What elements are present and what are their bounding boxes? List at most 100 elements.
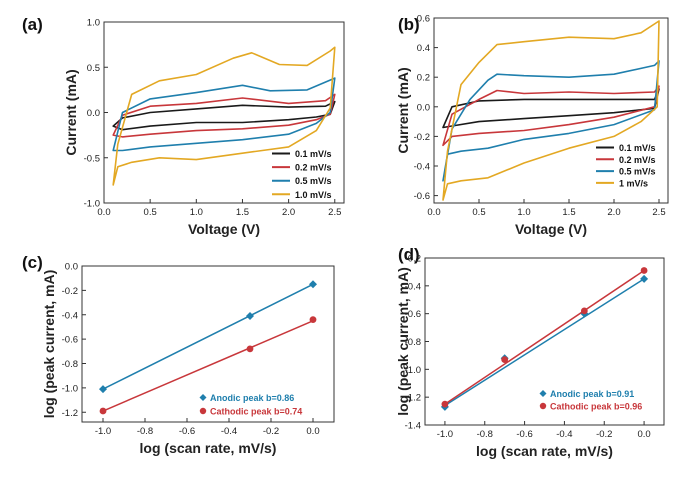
- x-tick-label: -1.0: [95, 426, 111, 437]
- cv-curve: [112, 77, 336, 152]
- x-axis-title: Voltage (V): [188, 221, 260, 237]
- fit-line: [102, 283, 314, 390]
- legend-label: 1 mV/s: [619, 178, 648, 188]
- fit-line: [444, 278, 645, 407]
- data-point: [99, 385, 107, 394]
- x-tick-label: 0.0: [427, 207, 440, 218]
- legend-swatch: [539, 402, 547, 410]
- x-axis-title: Voltage (V): [515, 221, 587, 237]
- legend-label: 1.0 mV/s: [295, 190, 332, 200]
- data-point: [580, 307, 588, 315]
- legend-label: 0.5 mV/s: [619, 167, 656, 177]
- data-point: [501, 356, 509, 363]
- legend-swatch: [539, 390, 547, 397]
- y-tick-label: 0.6: [417, 14, 430, 25]
- y-tick-label: -0.6: [405, 309, 421, 320]
- y-tick-label: -0.6: [414, 191, 430, 202]
- data-point: [309, 280, 317, 289]
- y-tick-label: 1.0: [87, 18, 100, 29]
- x-tick-label: -0.2: [596, 429, 612, 440]
- data-point: [309, 316, 317, 324]
- y-tick-label: -0.2: [405, 254, 421, 265]
- chart-panel-a: (a) 0.0 0.5 1.0 1.5 2.0 2.5 -1.0 -0.5 0.0 0.5 1.0 Vo…: [22, 15, 345, 237]
- panel-label: (b): [398, 15, 420, 34]
- y-tick-label: -1.0: [84, 199, 100, 210]
- y-tick-label: 0.0: [417, 102, 430, 113]
- legend-swatch: [199, 394, 207, 401]
- x-tick-label: 1.5: [562, 207, 575, 218]
- x-tick-label: 0.0: [306, 426, 319, 437]
- x-tick-label: 0.0: [97, 207, 110, 218]
- panel-label: (d): [398, 245, 420, 264]
- panel-label: (a): [22, 15, 43, 34]
- x-tick-label: 2.0: [607, 207, 620, 218]
- legend-label: Anodic peak b=0.86: [210, 393, 294, 403]
- x-tick-label: -0.8: [477, 429, 493, 440]
- y-tick-label: -0.4: [414, 162, 430, 173]
- cv-curve: [112, 46, 336, 186]
- data-point: [99, 407, 107, 415]
- y-tick-label: 0.2: [417, 73, 430, 84]
- fit-line: [444, 269, 645, 405]
- y-tick-label: 0.4: [417, 43, 430, 54]
- y-tick-label: -0.4: [405, 281, 421, 292]
- cv-curve: [112, 93, 336, 138]
- legend-label: Anodic peak b=0.91: [550, 389, 634, 399]
- x-tick-label: -1.0: [437, 429, 453, 440]
- x-tick-label: -0.4: [221, 426, 237, 437]
- y-tick-label: 0.0: [65, 262, 78, 273]
- x-axis-title: log (scan rate, mV/s): [476, 443, 613, 459]
- x-tick-label: -0.6: [516, 429, 532, 440]
- y-axis-title: Current (mA): [395, 67, 411, 153]
- y-tick-label: -0.5: [84, 153, 100, 164]
- x-tick-label: -0.4: [556, 429, 572, 440]
- x-tick-label: 2.5: [652, 207, 665, 218]
- y-tick-label: -0.2: [414, 132, 430, 143]
- x-tick-label: 1.0: [517, 207, 530, 218]
- x-tick-label: 0.5: [472, 207, 485, 218]
- x-tick-label: 0.5: [144, 207, 157, 218]
- y-tick-label: -0.4: [62, 310, 78, 321]
- y-axis-title: Current (mA): [63, 69, 79, 155]
- legend-swatch: [199, 407, 207, 415]
- cv-curve: [112, 100, 336, 131]
- plot-frame: [81, 265, 335, 423]
- panel-label: (c): [22, 253, 43, 272]
- plot-frame: [433, 17, 669, 204]
- x-tick-label: 1.5: [236, 207, 249, 218]
- data-point: [640, 267, 648, 274]
- legend-label: 0.2 mV/s: [619, 155, 656, 165]
- data-point: [640, 274, 649, 283]
- x-tick-label: -0.2: [263, 426, 279, 437]
- legend-label: 0.5 mV/s: [295, 176, 332, 186]
- fit-line: [102, 320, 314, 412]
- data-point: [246, 311, 254, 320]
- legend-label: Cathodic peak b=0.74: [210, 407, 302, 417]
- y-tick-label: 0.5: [87, 63, 100, 74]
- x-tick-label: 2.5: [328, 207, 341, 218]
- x-axis-title: log (scan rate, mV/s): [140, 440, 277, 456]
- x-tick-label: 0.0: [637, 429, 650, 440]
- x-tick-label: -0.8: [137, 426, 153, 437]
- y-tick-label: -0.2: [62, 286, 78, 297]
- legend-label: 0.1 mV/s: [295, 149, 332, 159]
- data-point: [246, 345, 254, 353]
- cv-curve: [442, 20, 660, 201]
- y-tick-label: -1.0: [62, 383, 78, 394]
- y-axis-title: log (peak current, mA): [395, 267, 411, 416]
- y-tick-label: -0.8: [405, 337, 421, 348]
- legend-label: 0.1 mV/s: [619, 143, 656, 153]
- chart-panel-b: (b) 0.0 0.5 1.0 1.5 2.0 2.5 -0.6 -0.4 -0.2 0.0 0.2 0…: [395, 14, 669, 237]
- x-tick-label: -0.6: [179, 426, 195, 437]
- cv-curve: [442, 60, 660, 182]
- data-point: [441, 400, 449, 408]
- y-tick-label: -1.2: [405, 393, 421, 404]
- chart-panel-d: (d) -1.0 -0.8 -0.6 -0.4 -0.2 0.0 -1.4 -1.2 -1.0 -0…: [395, 245, 665, 459]
- y-tick-label: -1.4: [405, 421, 421, 432]
- y-tick-label: -0.8: [62, 359, 78, 370]
- chart-panel-c: (c) -1.0 -0.8 -0.6 -0.4 -0.2 0.0 -1.2 -1.0 -0.8 -0…: [22, 253, 335, 456]
- y-axis-title: log (peak current, mA): [41, 270, 57, 419]
- y-tick-label: -1.0: [405, 365, 421, 376]
- x-tick-label: 2.0: [282, 207, 295, 218]
